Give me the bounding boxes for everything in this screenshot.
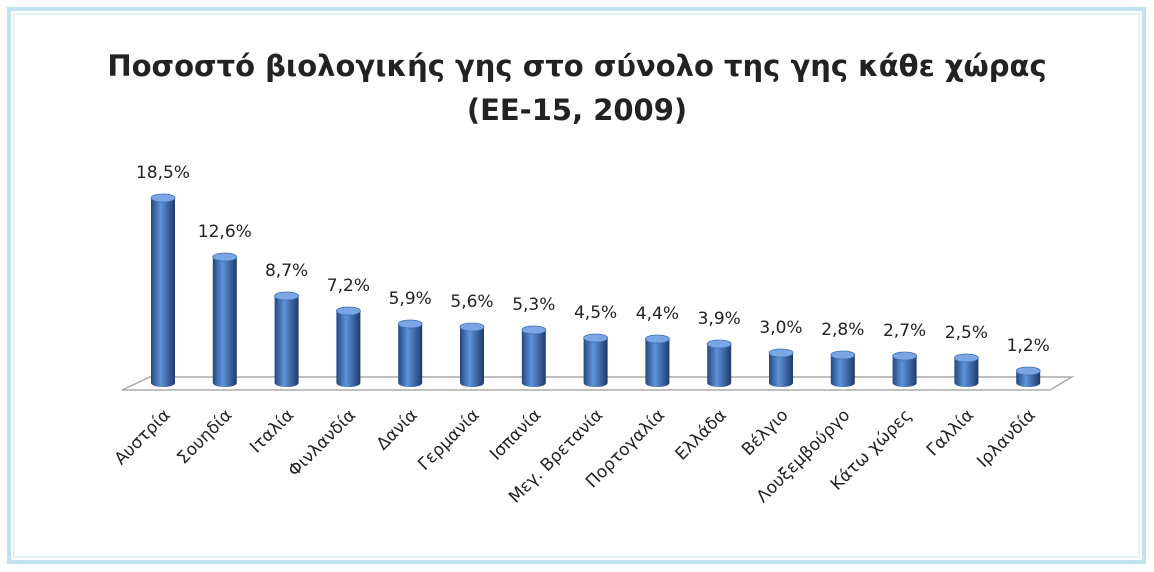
- chart-title: Ποσοστό βιολογικής γης στο σύνολο της γη…: [107, 49, 1046, 83]
- bar-cap: [954, 353, 979, 363]
- value-label: 5,9%: [389, 289, 432, 309]
- value-label: 12,6%: [198, 222, 252, 242]
- bar-cap: [583, 333, 608, 343]
- bar: [212, 257, 237, 387]
- chart-title: (ΕΕ-15, 2009): [467, 93, 687, 127]
- value-label: 4,4%: [636, 304, 679, 324]
- bar: [645, 339, 670, 387]
- value-label: 3,9%: [698, 309, 741, 329]
- bar: [274, 296, 299, 387]
- bar-cap: [274, 291, 300, 301]
- chart-frame-inner: [13, 13, 1140, 558]
- value-label: 7,2%: [327, 276, 370, 296]
- bar: [892, 356, 917, 387]
- bar-cap: [830, 350, 856, 360]
- bar-cap: [397, 319, 423, 329]
- bar: [583, 338, 608, 387]
- bar-cap: [892, 351, 917, 361]
- value-label: 2,8%: [821, 320, 864, 340]
- bar-cap: [1015, 366, 1041, 376]
- bar: [460, 327, 484, 387]
- bar-cap: [521, 325, 547, 335]
- bar: [954, 358, 979, 387]
- value-label: 2,5%: [945, 323, 988, 343]
- bar-cap: [706, 339, 732, 349]
- chart-frame: [7, 7, 1146, 564]
- bar-cap: [335, 306, 361, 316]
- value-label: 3,0%: [759, 318, 802, 338]
- bar-cap: [645, 334, 670, 344]
- value-label: 8,7%: [265, 261, 308, 281]
- bar: [521, 330, 546, 387]
- bar: [830, 355, 855, 387]
- bar-cap: [768, 348, 794, 358]
- bar: [707, 344, 732, 387]
- value-label: 18,5%: [136, 163, 190, 183]
- bar-cap: [150, 193, 176, 203]
- bar: [398, 324, 423, 387]
- value-label: 4,5%: [574, 303, 617, 323]
- bar: [151, 198, 175, 387]
- value-label: 5,6%: [450, 292, 493, 312]
- value-label: 2,7%: [883, 321, 926, 341]
- bar-cap: [212, 252, 238, 262]
- value-label: 5,3%: [512, 295, 555, 315]
- value-label: 1,2%: [1007, 336, 1050, 356]
- bar: [336, 311, 361, 387]
- bar: [1016, 371, 1041, 387]
- bar-cap: [459, 322, 485, 332]
- bar: [769, 353, 793, 387]
